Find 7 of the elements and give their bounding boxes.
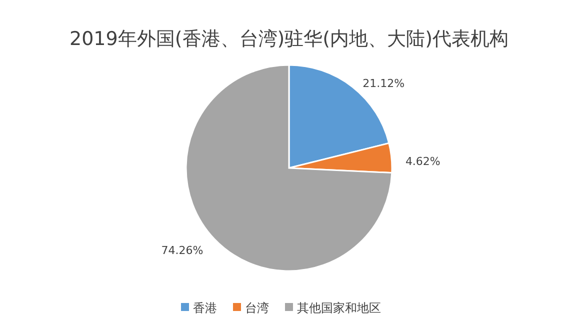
data-label: 4.62% <box>405 154 440 168</box>
data-label: 74.26% <box>161 244 204 258</box>
chart-title: 2019年外国(香港、台湾)驻华(内地、大陆)代表机构 <box>69 28 509 50</box>
legend-label: 台湾 <box>245 301 269 315</box>
legend-label: 其他国家和地区 <box>297 301 381 315</box>
data-label: 21.12% <box>362 76 405 90</box>
legend-label: 香港 <box>193 301 217 315</box>
